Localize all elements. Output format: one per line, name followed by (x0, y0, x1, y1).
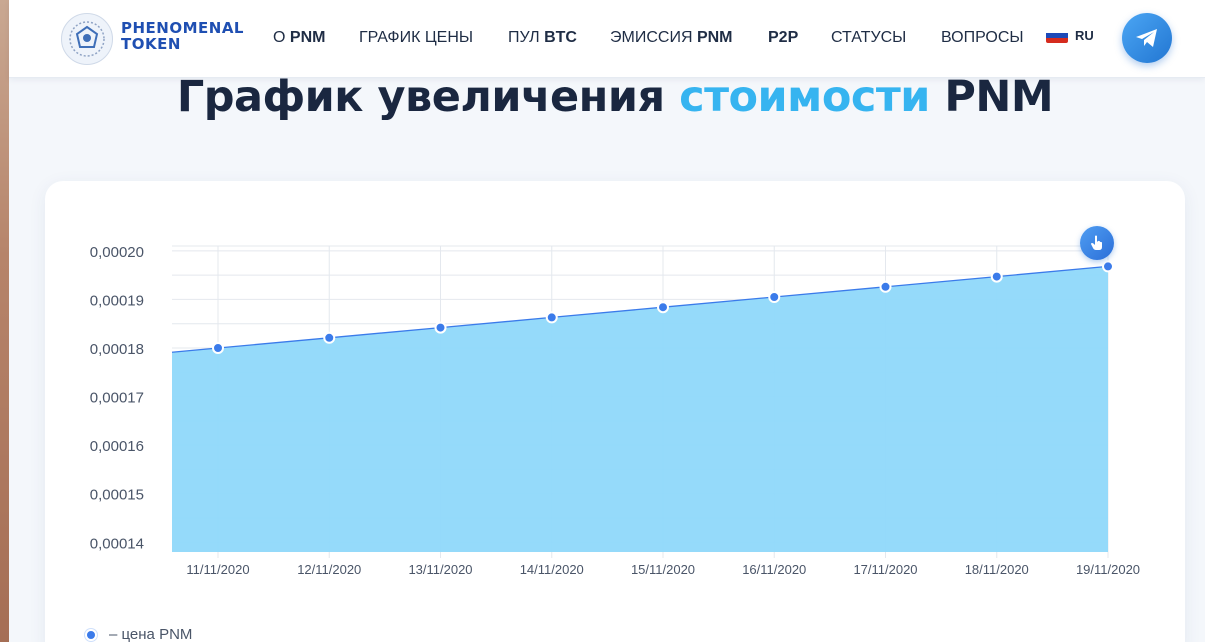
x-tick-label: 19/11/2020 (1076, 562, 1140, 577)
y-tick-label: 0,00020 (90, 244, 144, 261)
telegram-icon[interactable] (1122, 13, 1172, 63)
x-tick-label: 18/11/2020 (965, 562, 1029, 577)
nav-statuses[interactable]: СТАТУСЫ (831, 29, 907, 46)
pointer-hand-icon[interactable] (1080, 226, 1114, 260)
data-point (1102, 260, 1114, 273)
y-tick-label: 0,00014 (90, 535, 144, 552)
y-tick-label: 0,00017 (90, 390, 144, 407)
logo-line-1: PHENOMENAL (121, 19, 244, 37)
language-label: RU (1075, 28, 1094, 43)
chart-legend: – цена PNM (85, 626, 192, 642)
data-point (657, 301, 669, 314)
x-tick-label: 13/11/2020 (408, 562, 472, 577)
site-header: PHENOMENAL TOKEN О PNM ГРАФИК ЦЕНЫ ПУЛ B… (9, 0, 1205, 78)
y-tick-label: 0,00019 (90, 292, 144, 309)
x-tick-label: 16/11/2020 (742, 562, 806, 577)
x-tick-label: 17/11/2020 (853, 562, 917, 577)
x-tick-label: 12/11/2020 (297, 562, 361, 577)
data-point (879, 280, 892, 293)
logo-emblem-icon[interactable] (61, 13, 113, 65)
y-tick-label: 0,00018 (90, 341, 144, 358)
language-switcher[interactable]: RU (1046, 28, 1094, 43)
nav-about-pnm[interactable]: О PNM (273, 29, 326, 46)
data-point (545, 311, 558, 324)
data-point (323, 331, 336, 344)
russia-flag-icon (1046, 28, 1068, 43)
nav-price-chart[interactable]: ГРАФИК ЦЕНЫ (359, 29, 474, 46)
logo-line-2: TOKEN (121, 35, 181, 53)
x-tick-label: 11/11/2020 (186, 562, 249, 577)
x-tick-label: 14/11/2020 (520, 562, 584, 577)
y-tick-label: 0,00015 (90, 487, 144, 504)
title-part-1: График увеличения (176, 72, 680, 122)
page-title: График увеличения стоимости PNM (0, 72, 1205, 122)
page-edge-decoration (0, 0, 9, 642)
legend-label: – цена PNM (109, 626, 193, 642)
nav-p2p[interactable]: P2P (768, 29, 799, 46)
nav-faq[interactable]: ВОПРОСЫ (941, 29, 1024, 46)
nav-btc-pool[interactable]: ПУЛ BTC (508, 29, 577, 46)
title-accent: стоимости (679, 72, 930, 122)
legend-marker (85, 628, 97, 641)
data-point (434, 321, 447, 334)
series-line (171, 265, 1109, 353)
logo-wordmark[interactable]: PHENOMENAL TOKEN (121, 20, 244, 52)
data-point (768, 291, 781, 303)
area-fill (172, 266, 1108, 552)
y-tick-label: 0,00016 (90, 438, 144, 455)
data-point (990, 270, 1003, 283)
data-point (212, 342, 224, 354)
x-tick-label: 15/11/2020 (631, 562, 695, 577)
title-part-2: PNM (929, 72, 1054, 122)
nav-pnm-emission[interactable]: ЭМИССИЯ PNM (610, 29, 733, 46)
